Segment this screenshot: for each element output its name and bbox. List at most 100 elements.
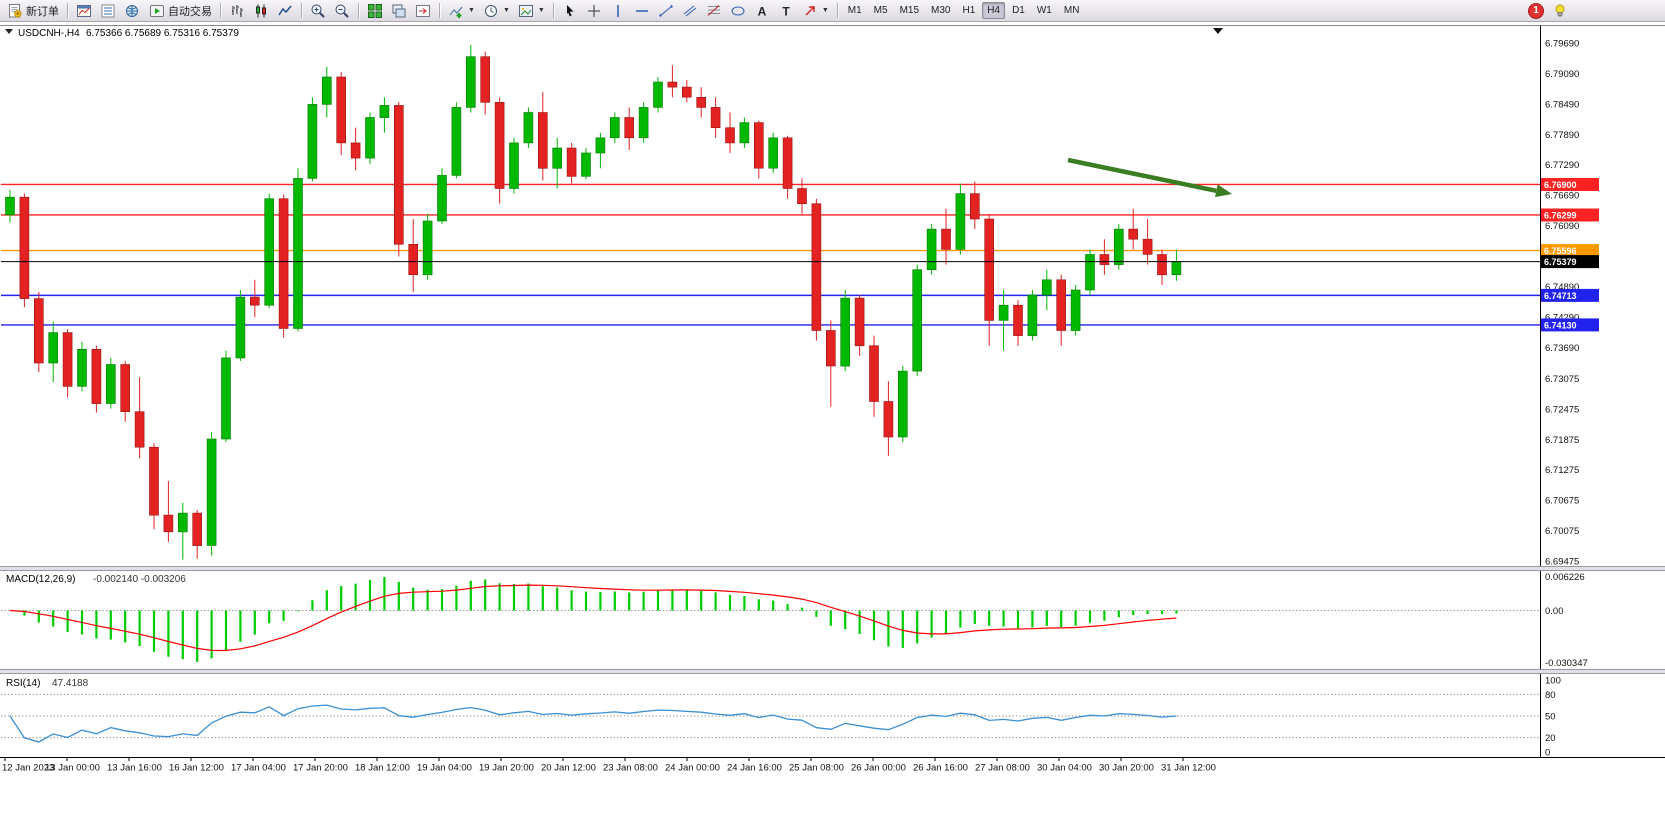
new-order-button[interactable]: 新订单 <box>3 0 63 21</box>
trendline-button[interactable] <box>654 0 678 21</box>
candle <box>1027 290 1038 341</box>
candle <box>480 51 491 115</box>
time-axis-label: 25 Jan 08:00 <box>789 763 844 774</box>
lightbulb-button[interactable] <box>1548 0 1572 21</box>
candle <box>509 137 519 194</box>
add-indicator-button[interactable]: ▼ <box>444 0 479 21</box>
vertical-line-icon <box>610 3 626 19</box>
zoom-in-button[interactable] <box>306 0 330 21</box>
price-axis-label: 6.72475 <box>1545 404 1579 415</box>
candle <box>581 148 591 180</box>
chart-window[interactable]: 6.79690 6.79090 6.78490 6.77890 6.77290 6.766… <box>0 22 1665 833</box>
panel-splitter[interactable] <box>0 567 1665 570</box>
rsi-axis-label: 20 <box>1545 733 1556 744</box>
vertical-line-button[interactable] <box>606 0 630 21</box>
candle <box>739 117 750 148</box>
price-axis-label: 6.73690 <box>1545 343 1579 354</box>
zoom-out-button[interactable] <box>330 0 354 21</box>
period-selector-button[interactable]: ▼ <box>479 0 514 21</box>
channel-icon <box>682 3 698 19</box>
market-watch-button[interactable] <box>96 0 120 21</box>
time-axis-label: 16 Jan 12:00 <box>169 763 224 774</box>
time-axis-label: 30 Jan 20:00 <box>1099 763 1154 774</box>
chart-type-toolbar-group <box>225 0 297 21</box>
price-axis-label: 6.79090 <box>1545 69 1579 80</box>
period-selector-icon <box>483 3 499 19</box>
arrows-button[interactable]: ▼ <box>798 0 833 21</box>
cascade-windows-button[interactable] <box>387 0 411 21</box>
chart-plot-background[interactable] <box>0 22 1665 833</box>
time-axis-label: 12 Jan 2023 <box>2 763 54 774</box>
candle <box>293 168 303 332</box>
trend-arrow-head <box>1215 184 1232 198</box>
tile-windows-button[interactable] <box>363 0 387 21</box>
dropdown-caret-icon: ▼ <box>468 7 475 14</box>
navigator-icon <box>124 3 140 19</box>
timeframe-d1-button[interactable]: D1 <box>1012 5 1025 16</box>
trend-arrow-object[interactable] <box>1067 157 1217 194</box>
candle <box>422 213 433 280</box>
crosshair-icon <box>586 3 602 19</box>
line-chart-button[interactable] <box>273 0 297 21</box>
bar-chart-button[interactable] <box>225 0 249 21</box>
chart-expand-icon[interactable] <box>5 29 13 34</box>
panel-splitter[interactable] <box>0 670 1665 673</box>
arrows-icon <box>802 3 818 19</box>
cursor-button[interactable] <box>558 0 582 21</box>
fibonacci-button[interactable] <box>702 0 726 21</box>
timeframe-m1-button[interactable]: M1 <box>847 5 862 16</box>
price-level-badge <box>1541 288 1599 302</box>
horizontal-line-button[interactable] <box>630 0 654 21</box>
fibonacci-icon <box>706 3 722 19</box>
candle <box>379 97 390 133</box>
timeframe-m15-button[interactable]: M15 <box>899 5 920 16</box>
macd-values: -0.002140 -0.003206 <box>93 574 186 585</box>
autotrading-button[interactable]: 自动交易 <box>145 0 216 21</box>
price-badge-label: 6.76299 <box>1544 211 1577 221</box>
timeframe-h4-button[interactable]: H4 <box>982 2 1006 19</box>
chart-shift-icon[interactable] <box>1213 28 1223 34</box>
candle <box>955 183 966 255</box>
candle <box>250 279 260 318</box>
timeframe-m30-button[interactable]: M30 <box>931 5 951 16</box>
shift-end-button[interactable] <box>411 0 435 21</box>
crosshair-button[interactable] <box>582 0 606 21</box>
notification-badge[interactable]: 1 <box>1528 2 1544 19</box>
candle <box>969 181 980 230</box>
main-toolbar: 新订单 自动交易 ▼ ▼ ▼ A T ▼ M1 M5 M15 M30 H1 H4 D1 W1 MN 1 <box>0 0 1665 22</box>
charts-button[interactable] <box>72 0 96 21</box>
timeframe-h1-button[interactable]: H1 <box>962 5 976 16</box>
candle <box>552 137 563 189</box>
candle <box>1142 219 1153 265</box>
toolbar-separator <box>439 3 440 18</box>
price-axis-label: 6.79690 <box>1545 39 1579 50</box>
text-button[interactable]: A <box>750 0 774 21</box>
price-level-badge <box>1541 208 1599 222</box>
lightbulb-icon <box>1552 3 1568 19</box>
candle <box>811 198 822 341</box>
candle <box>120 361 130 422</box>
timeframe-w1-button[interactable]: W1 <box>1036 5 1052 16</box>
candle <box>62 329 73 398</box>
macd-signal-line <box>9 584 1177 652</box>
timeframe-m5-button[interactable]: M5 <box>873 5 888 16</box>
label-button[interactable]: T <box>774 0 798 21</box>
dropdown-caret-icon: ▼ <box>502 7 510 14</box>
channel-button[interactable] <box>678 0 702 21</box>
price-badge-label: 6.75596 <box>1544 246 1577 256</box>
candle <box>1099 239 1110 275</box>
template-button[interactable]: ▼ <box>514 0 549 21</box>
candle <box>710 97 721 138</box>
drawing-toolbar-group: A T ▼ <box>558 0 833 21</box>
navigator-button[interactable] <box>120 0 144 21</box>
chart-ohlc-values: 6.75366 6.75689 6.75316 6.75379 <box>86 28 239 39</box>
candlestick-series <box>5 45 1182 560</box>
timeframe-mn-button[interactable]: MN <box>1063 5 1080 16</box>
shapes-button[interactable] <box>726 0 750 21</box>
candlestick-chart-button[interactable] <box>249 0 273 21</box>
price-level-badge <box>1541 318 1599 332</box>
candle <box>984 213 995 346</box>
dropdown-caret-icon: ▼ <box>821 7 829 14</box>
standard-toolbar-group <box>72 0 144 21</box>
candle <box>365 112 375 165</box>
